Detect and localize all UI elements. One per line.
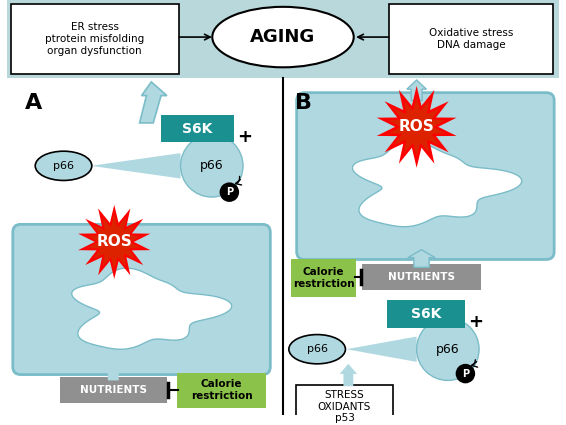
FancyBboxPatch shape: [387, 300, 465, 328]
Text: S6K: S6K: [182, 122, 213, 136]
Ellipse shape: [181, 135, 243, 197]
Text: STRESS
OXIDANTS
p53: STRESS OXIDANTS p53: [318, 390, 371, 423]
Polygon shape: [346, 337, 417, 362]
Text: A: A: [24, 93, 42, 113]
Text: Calorie
restriction: Calorie restriction: [293, 267, 354, 289]
Polygon shape: [88, 215, 141, 269]
Text: P: P: [462, 368, 469, 379]
Polygon shape: [105, 232, 124, 254]
Text: P: P: [226, 187, 233, 197]
FancyBboxPatch shape: [7, 0, 559, 78]
FancyBboxPatch shape: [13, 224, 271, 374]
Polygon shape: [78, 205, 151, 279]
Text: Oxidative stress
DNA damage: Oxidative stress DNA damage: [429, 28, 513, 50]
Text: p66: p66: [200, 159, 224, 172]
FancyBboxPatch shape: [161, 115, 234, 142]
Text: AGING: AGING: [250, 28, 316, 46]
FancyBboxPatch shape: [362, 264, 481, 290]
Text: +: +: [237, 128, 252, 145]
Text: NUTRIENTS: NUTRIENTS: [80, 385, 147, 395]
Ellipse shape: [212, 7, 354, 67]
Polygon shape: [388, 98, 445, 156]
Polygon shape: [377, 86, 457, 168]
Ellipse shape: [220, 182, 239, 202]
Polygon shape: [419, 301, 434, 313]
Polygon shape: [340, 364, 357, 386]
Polygon shape: [183, 144, 201, 166]
FancyBboxPatch shape: [11, 4, 179, 74]
Text: +: +: [468, 313, 483, 331]
Text: p66: p66: [53, 161, 74, 171]
Polygon shape: [407, 80, 426, 100]
FancyBboxPatch shape: [177, 373, 267, 408]
Polygon shape: [72, 268, 231, 349]
FancyBboxPatch shape: [389, 4, 553, 74]
Ellipse shape: [456, 364, 475, 383]
Polygon shape: [398, 318, 415, 328]
Polygon shape: [104, 365, 123, 380]
Text: ROS: ROS: [399, 119, 435, 134]
Polygon shape: [140, 82, 167, 123]
FancyBboxPatch shape: [291, 260, 356, 297]
Text: B: B: [295, 93, 312, 113]
Ellipse shape: [289, 334, 345, 364]
FancyBboxPatch shape: [297, 93, 554, 260]
Text: p66: p66: [307, 344, 328, 354]
Text: p66: p66: [436, 343, 460, 356]
FancyBboxPatch shape: [59, 377, 167, 403]
Polygon shape: [408, 250, 435, 267]
FancyBboxPatch shape: [295, 385, 393, 425]
Polygon shape: [353, 141, 522, 227]
Ellipse shape: [417, 318, 479, 380]
Text: Calorie
restriction: Calorie restriction: [191, 380, 252, 401]
Text: S6K: S6K: [411, 307, 441, 321]
Ellipse shape: [35, 151, 92, 181]
Polygon shape: [91, 153, 181, 178]
Text: NUTRIENTS: NUTRIENTS: [388, 272, 455, 282]
Text: ROS: ROS: [96, 235, 132, 249]
Text: ER stress
ptrotein misfolding
organ dysfunction: ER stress ptrotein misfolding organ dysf…: [45, 23, 144, 56]
